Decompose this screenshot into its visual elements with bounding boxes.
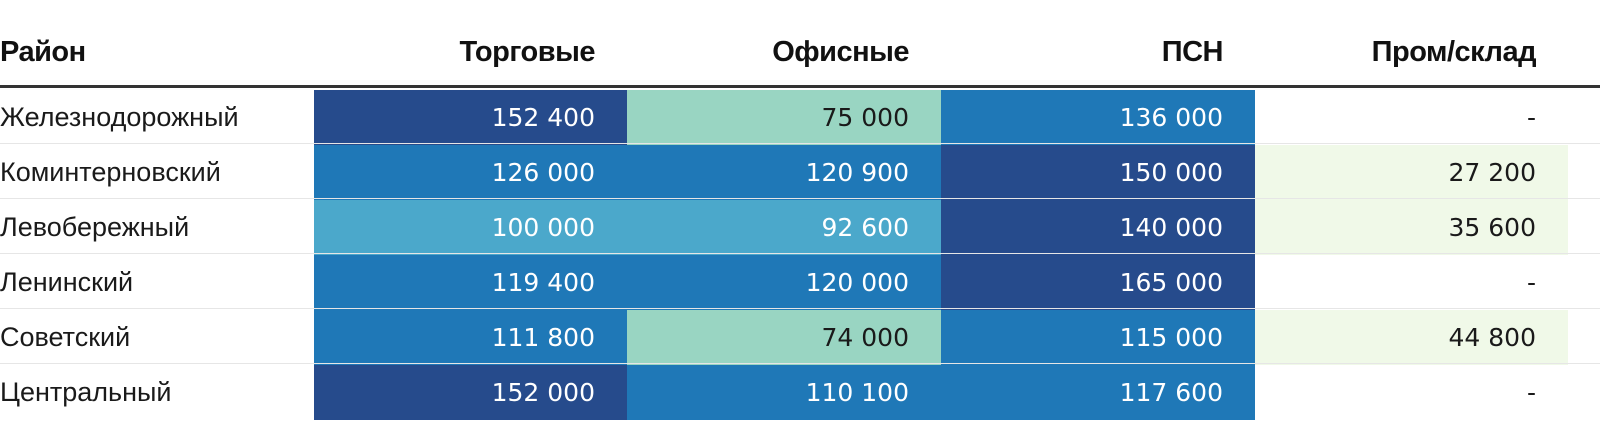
heatmap-cell: 120 900 bbox=[627, 145, 941, 200]
heatmap-cell: 35 600 bbox=[1255, 200, 1568, 255]
heatmap-cell: 140 000 bbox=[941, 200, 1255, 255]
district-name: Центральный bbox=[0, 377, 172, 407]
district-name: Коминтерновский bbox=[0, 157, 221, 187]
table-row: Коминтерновский 126 000 120 900 150 000 27 2… bbox=[0, 145, 1600, 200]
heatmap-cell: 126 000 bbox=[314, 145, 627, 200]
heatmap-cell: 100 000 bbox=[314, 200, 627, 255]
row-divider bbox=[0, 143, 1600, 144]
heatmap-cell: - bbox=[1255, 365, 1568, 420]
heatmap-cell: 92 600 bbox=[627, 200, 941, 255]
heatmap-cell: 136 000 bbox=[941, 90, 1255, 145]
column-header-district: Район bbox=[0, 36, 86, 68]
table-row: Советский 111 800 74 000 115 000 44 800 bbox=[0, 310, 1600, 365]
district-name: Ленинский bbox=[0, 267, 134, 297]
column-header-1: Торговые bbox=[459, 36, 596, 68]
heatmap-cell: 117 600 bbox=[941, 365, 1255, 420]
district-name: Советский bbox=[0, 322, 131, 352]
table-row: Ленинский 119 400 120 000 165 000- bbox=[0, 255, 1600, 310]
table-row: Левобережный 100 000 92 600 140 000 35 600 bbox=[0, 200, 1600, 255]
heatmap-cell: - bbox=[1255, 255, 1568, 310]
heatmap-cell: 120 000 bbox=[627, 255, 941, 310]
heatmap-cell: 27 200 bbox=[1255, 145, 1568, 200]
table-row: Железнодорожный 152 400 75 000 136 000- bbox=[0, 90, 1600, 145]
row-divider bbox=[0, 308, 1600, 309]
heatmap-cell: 44 800 bbox=[1255, 310, 1568, 365]
heatmap-cell: 74 000 bbox=[627, 310, 941, 365]
row-divider bbox=[0, 363, 1600, 364]
heatmap-cell: 115 000 bbox=[941, 310, 1255, 365]
heatmap-cell: 75 000 bbox=[627, 90, 941, 145]
column-header-2: Офисные bbox=[772, 36, 909, 68]
district-name: Железнодорожный bbox=[0, 102, 239, 132]
table-header: Район Торговые Офисные ПСН Пром/склад bbox=[0, 18, 1600, 86]
heatmap-cell: 150 000 bbox=[941, 145, 1255, 200]
heatmap-cell: 111 800 bbox=[314, 310, 627, 365]
heatmap-cell: - bbox=[1255, 90, 1568, 145]
heatmap-cell: 165 000 bbox=[941, 255, 1255, 310]
table-row: Центральный 152 000 110 100 117 600- bbox=[0, 365, 1600, 420]
heatmap-cell: 152 400 bbox=[314, 90, 627, 145]
column-header-3: ПСН bbox=[1161, 36, 1224, 68]
heatmap-cell: 110 100 bbox=[627, 365, 941, 420]
header-divider bbox=[0, 85, 1600, 88]
district-name: Левобережный bbox=[0, 212, 190, 242]
row-divider bbox=[0, 253, 1600, 254]
heatmap-cell: 152 000 bbox=[314, 365, 627, 420]
heatmap-cell: 119 400 bbox=[314, 255, 627, 310]
column-header-4: Пром/склад bbox=[1371, 36, 1537, 68]
row-divider bbox=[0, 198, 1600, 199]
